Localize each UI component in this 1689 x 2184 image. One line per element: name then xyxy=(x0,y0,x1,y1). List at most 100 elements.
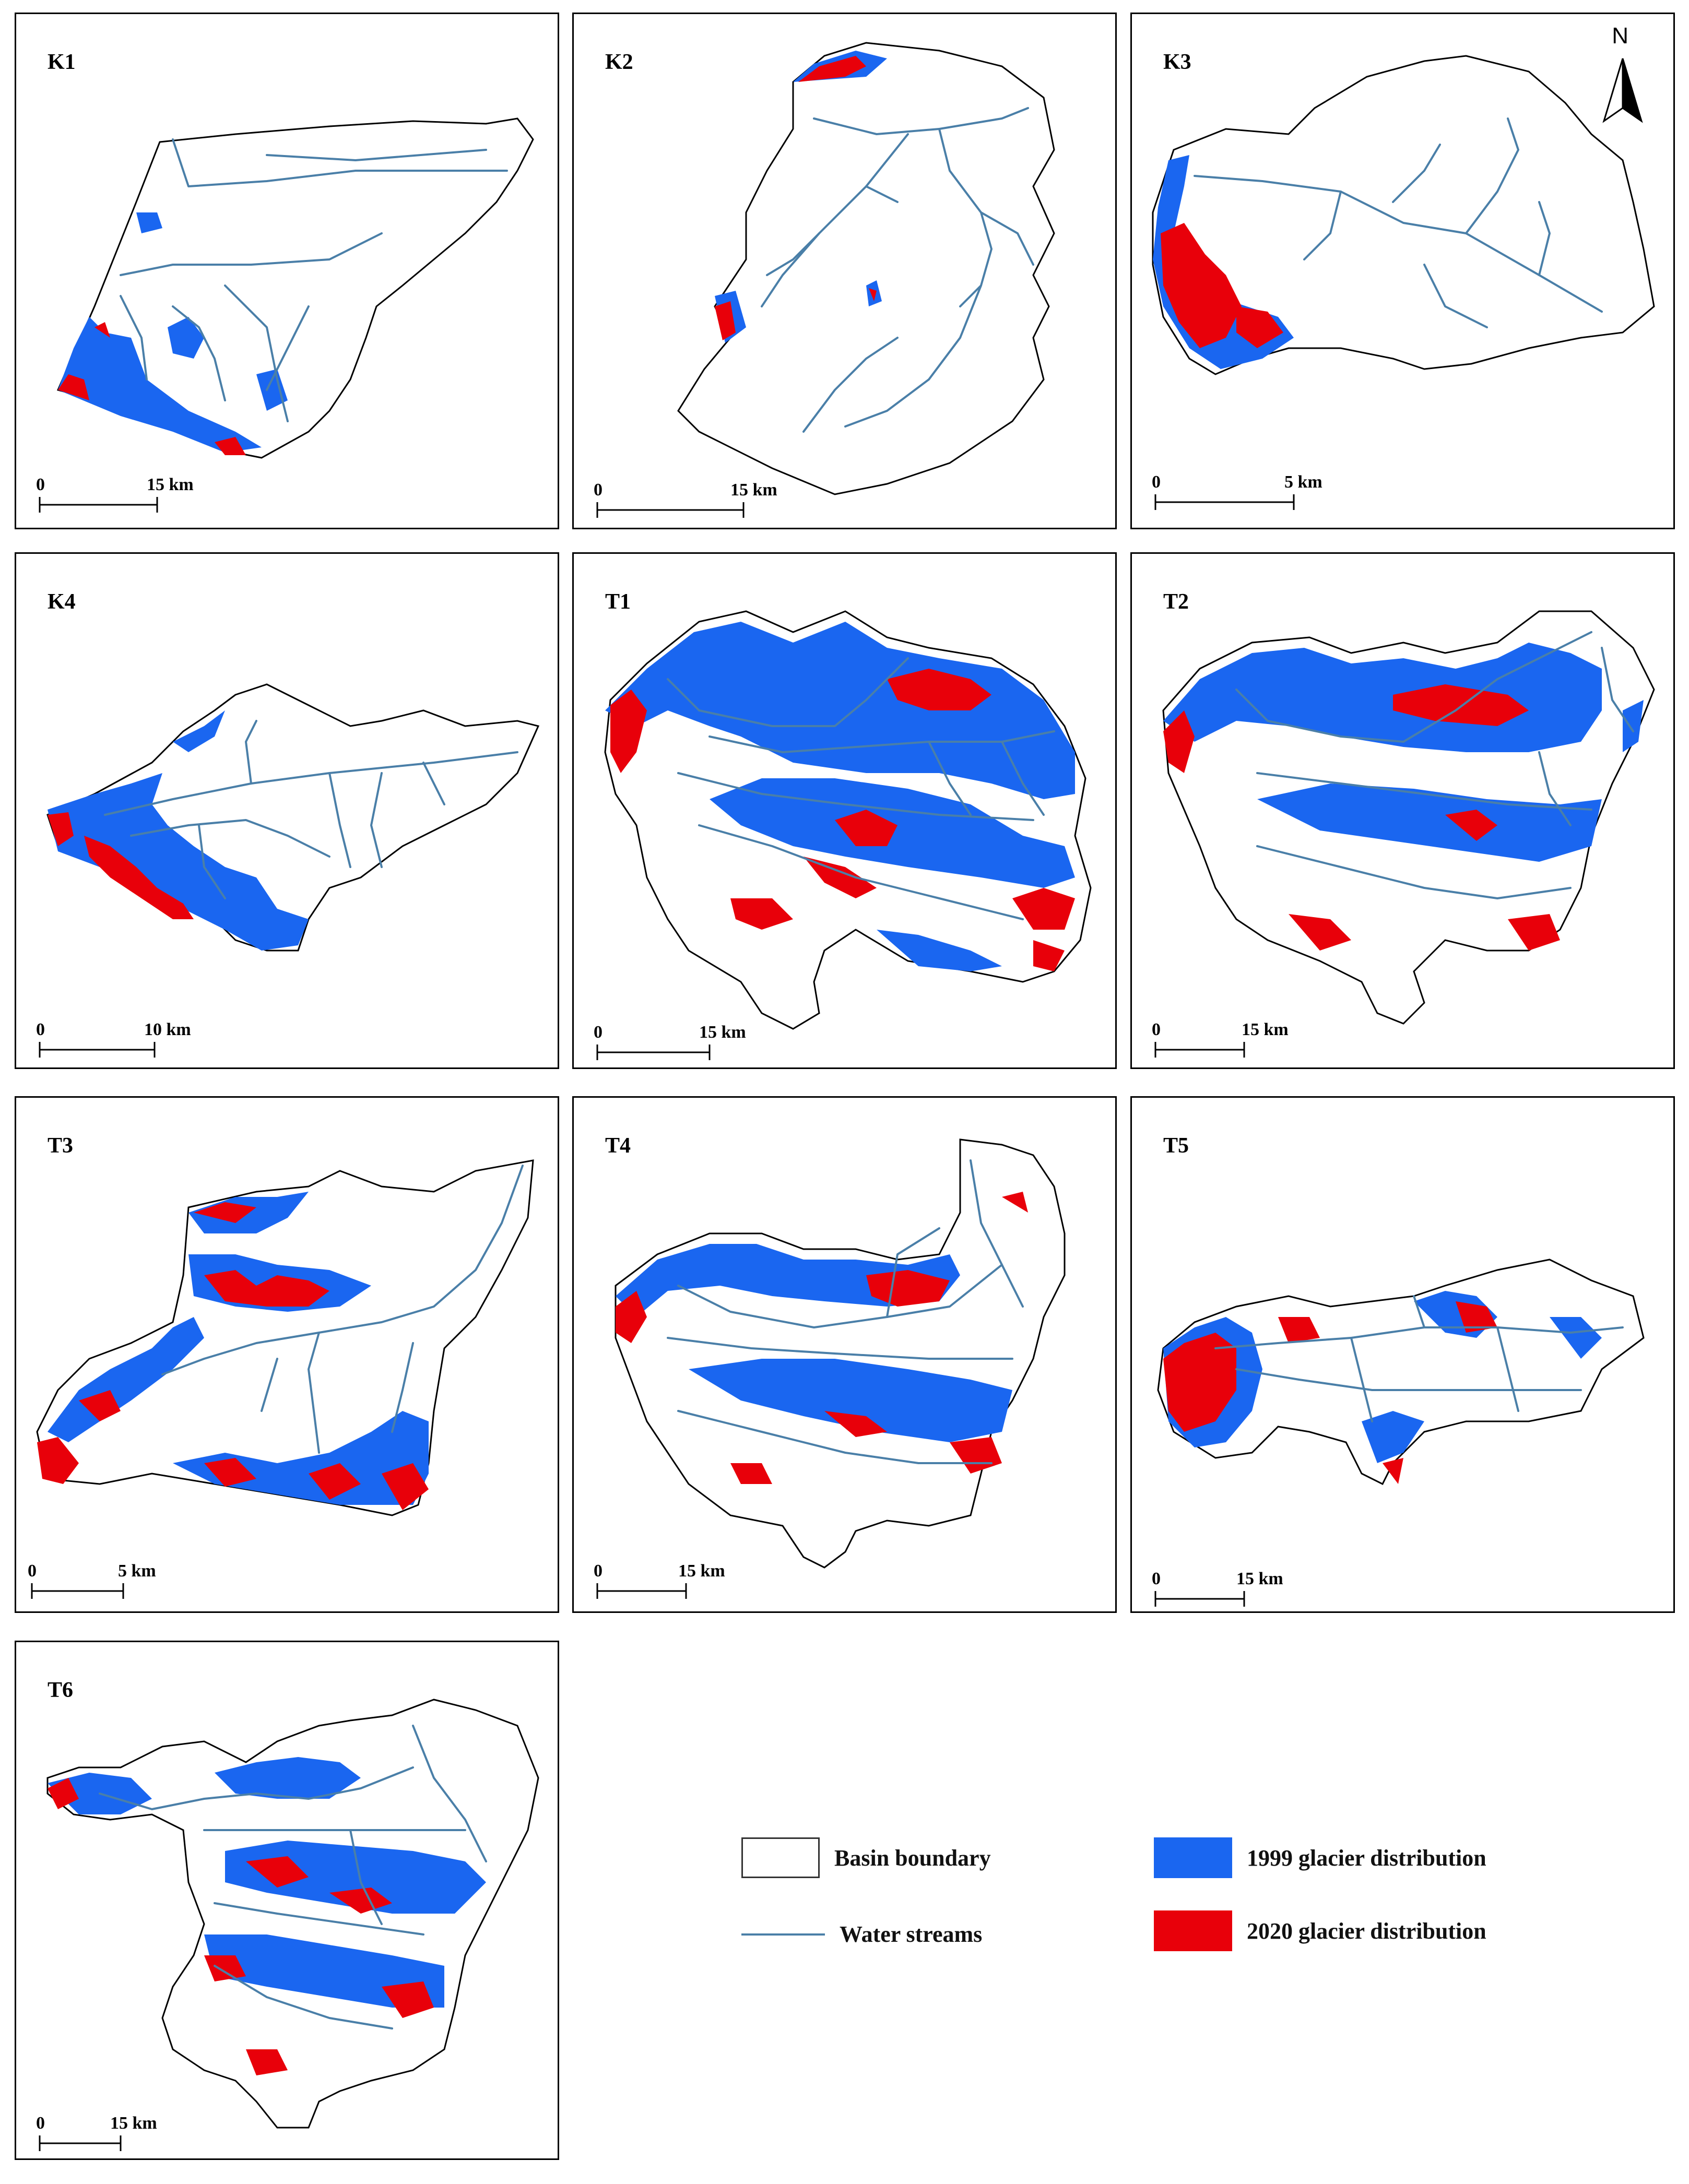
t3-scale-bar xyxy=(31,1583,124,1599)
k1-scale-label: 15 km xyxy=(147,475,194,494)
legend-glacier-1999-swatch xyxy=(1154,1837,1232,1878)
t4-map xyxy=(596,1138,1066,1599)
legend-glacier-2020-label: 2020 glacier distribution xyxy=(1247,1918,1486,1944)
k2-scale-label: 15 km xyxy=(730,480,777,500)
t6-scale-label: 15 km xyxy=(110,2114,157,2133)
north-label: N xyxy=(1612,23,1628,49)
k3-scale-label: 5 km xyxy=(1284,472,1322,492)
k1-glacier-1999 xyxy=(58,212,288,453)
k4-glacier-2020 xyxy=(48,812,194,919)
t5-scale-bar xyxy=(1154,1591,1245,1607)
k2-streams xyxy=(761,107,1034,433)
legend-glacier-1999-label: 1999 glacier distribution xyxy=(1247,1845,1486,1871)
k2-glacier-2020 xyxy=(715,56,877,340)
t2-title: T2 xyxy=(1163,590,1189,614)
k2-title: K2 xyxy=(605,50,633,74)
map-panel-t1: T1 0 15 km xyxy=(572,552,1117,1069)
k4-scale-bar xyxy=(39,1042,156,1058)
legend-basin-boundary: Basin boundary xyxy=(741,1837,991,1878)
map-panel-t5: T5 0 15 km xyxy=(1130,1096,1675,1613)
legend-water-streams-label: Water streams xyxy=(840,1921,983,1947)
t5-title: T5 xyxy=(1163,1134,1189,1158)
t5-scale-zero: 0 xyxy=(1152,1569,1161,1588)
legend-basin-boundary-swatch xyxy=(741,1837,820,1878)
k4-scale-zero: 0 xyxy=(36,1020,45,1039)
t4-scale-zero: 0 xyxy=(594,1561,603,1581)
k4-scale-label: 10 km xyxy=(144,1020,191,1039)
t3-scale-zero: 0 xyxy=(28,1561,37,1581)
map-panel-t3: T3 0 5 km xyxy=(15,1096,559,1613)
t5-scale-label: 15 km xyxy=(1236,1569,1283,1588)
t2-streams xyxy=(1235,631,1634,899)
k1-glacier-2020 xyxy=(58,322,246,455)
t3-map xyxy=(31,1159,534,1599)
k4-streams xyxy=(104,720,518,899)
t1-map xyxy=(596,610,1092,1060)
k1-scale-zero: 0 xyxy=(36,475,45,494)
t2-scale-zero: 0 xyxy=(1152,1020,1161,1039)
t2-scale-label: 15 km xyxy=(1242,1020,1289,1039)
t1-title: T1 xyxy=(605,590,631,614)
map-panel-k3: K3 0 5 km N xyxy=(1130,13,1675,529)
t6-scale-bar xyxy=(39,2135,122,2151)
t4-glacier-2020 xyxy=(616,1192,1028,1484)
map-panel-k4: K4 0 10 km xyxy=(15,552,559,1069)
t5-basin-boundary xyxy=(1157,1259,1645,1486)
t2-map xyxy=(1154,610,1655,1058)
k2-scale-bar xyxy=(596,502,745,518)
t6-map xyxy=(39,1699,539,2151)
t4-title: T4 xyxy=(605,1134,631,1158)
legend-glacier-1999: 1999 glacier distribution xyxy=(1154,1837,1486,1878)
legend-water-streams: Water streams xyxy=(741,1921,982,1948)
t5-streams xyxy=(1214,1295,1624,1422)
t3-glacier-2020 xyxy=(37,1202,429,1510)
north-indicator: N xyxy=(1612,25,1628,48)
t4-scale-bar xyxy=(596,1583,687,1599)
k3-map xyxy=(1152,55,1655,510)
k2-basin-boundary xyxy=(677,42,1055,495)
k3-scale-zero: 0 xyxy=(1152,472,1161,492)
t4-streams xyxy=(667,1159,1024,1464)
legend-basin-boundary-label: Basin boundary xyxy=(834,1845,991,1871)
t3-scale-label: 5 km xyxy=(118,1561,156,1581)
map-panel-k2: K2 0 15 km xyxy=(572,13,1117,529)
k1-streams xyxy=(120,138,508,422)
t1-streams xyxy=(667,657,1055,920)
t6-scale-zero: 0 xyxy=(36,2114,45,2133)
k1-scale-bar xyxy=(39,497,158,513)
k3-streams xyxy=(1194,117,1603,328)
legend-glacier-2020-swatch xyxy=(1154,1910,1232,1951)
k3-title: K3 xyxy=(1163,50,1191,74)
t4-scale-label: 15 km xyxy=(678,1561,725,1581)
k2-scale-zero: 0 xyxy=(594,480,603,500)
t1-scale-label: 15 km xyxy=(699,1023,746,1042)
t6-glacier-2020 xyxy=(48,1778,434,2075)
k4-title: K4 xyxy=(48,590,76,614)
map-panel-t4: T4 0 15 km xyxy=(572,1096,1117,1613)
t3-title: T3 xyxy=(48,1134,74,1158)
map-panel-k1: K1 0 15 km xyxy=(15,13,559,529)
k3-scale-bar xyxy=(1154,494,1295,510)
t5-map xyxy=(1154,1259,1645,1607)
t1-glacier-2020 xyxy=(610,669,1075,971)
legend: Basin boundary Water streams 1999 glacie… xyxy=(741,1837,1577,1994)
t1-scale-zero: 0 xyxy=(594,1023,603,1042)
t3-streams xyxy=(161,1165,524,1454)
k3-glacier-2020 xyxy=(1161,223,1283,348)
legend-glacier-2020: 2020 glacier distribution xyxy=(1154,1910,1486,1951)
legend-water-streams-swatch xyxy=(741,1933,825,1936)
k3-basin-boundary xyxy=(1152,55,1655,375)
k2-map xyxy=(596,42,1055,518)
t4-glacier-1999 xyxy=(616,1244,1012,1442)
north-arrow-icon xyxy=(1602,58,1643,123)
t6-streams xyxy=(99,1725,487,2029)
t2-scale-bar xyxy=(1154,1042,1245,1058)
t5-glacier-2020 xyxy=(1163,1301,1497,1484)
t6-title: T6 xyxy=(48,1678,74,1702)
t1-scale-bar xyxy=(596,1044,711,1060)
k4-map xyxy=(39,683,540,1058)
k1-title: K1 xyxy=(48,50,76,74)
map-panel-t2: T2 0 15 km xyxy=(1130,552,1675,1069)
map-panel-t6: T6 0 15 km xyxy=(15,1641,559,2160)
k1-map xyxy=(39,117,534,513)
